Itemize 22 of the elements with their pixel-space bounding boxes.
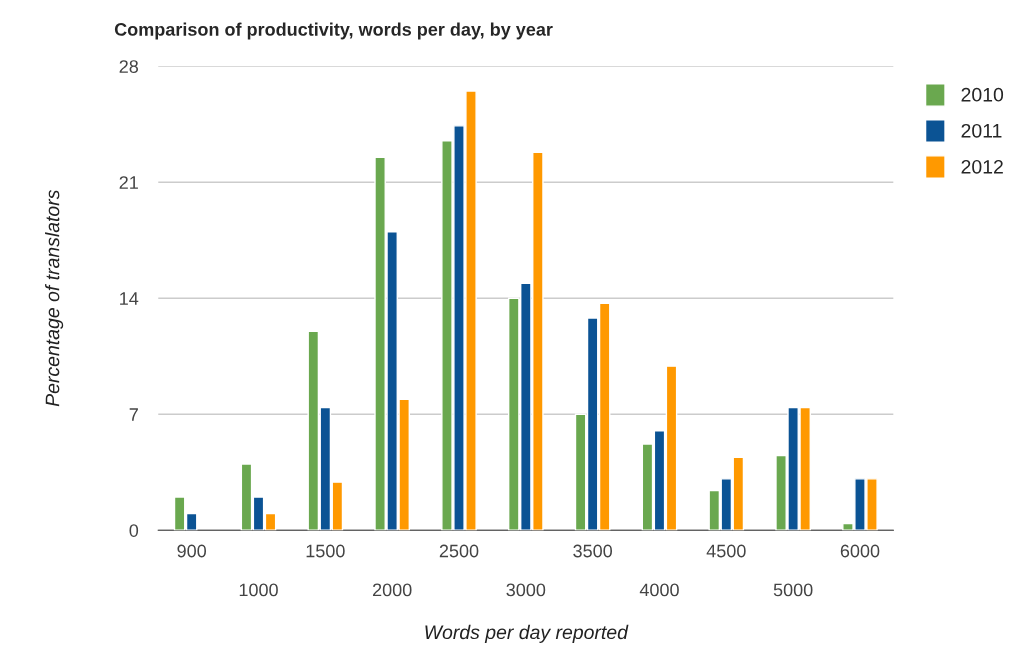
x-tick-label: 2500 — [439, 544, 479, 558]
y-tick-label: 7 — [129, 408, 138, 421]
x-tick-label: 2000 — [372, 583, 412, 597]
y-tick-label: 28 — [119, 60, 139, 73]
chart-title: Comparison of productivity, words per day, by year — [114, 22, 553, 40]
x-tick-label: 4000 — [639, 583, 679, 597]
x-tick-label: 1500 — [306, 544, 345, 558]
x-tick-label: 900 — [177, 544, 207, 558]
x-tick-label: 1000 — [239, 583, 278, 597]
x-tick-label: 5000 — [773, 583, 813, 597]
x-axis-title: Words per day reported — [425, 624, 629, 643]
x-tick-label: 6000 — [840, 544, 880, 558]
x-tick-label: 3500 — [573, 544, 613, 558]
y-tick-label: 21 — [119, 176, 138, 189]
legend-label: 2011 — [961, 123, 1002, 138]
y-axis-title: Percentage of translators — [45, 189, 64, 407]
legend-label: 2012 — [961, 159, 1003, 174]
y-tick-label: 14 — [120, 292, 139, 305]
y-tick-label: 0 — [129, 524, 139, 537]
x-tick-label: 3000 — [506, 583, 546, 597]
legend-label: 2010 — [961, 87, 1004, 102]
x-tick-label: 4500 — [706, 544, 746, 558]
